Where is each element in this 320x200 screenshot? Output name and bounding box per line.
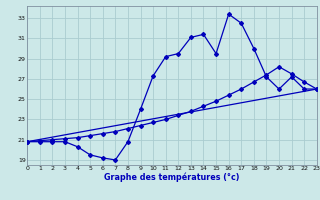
X-axis label: Graphe des températures (°c): Graphe des températures (°c) <box>104 173 240 182</box>
